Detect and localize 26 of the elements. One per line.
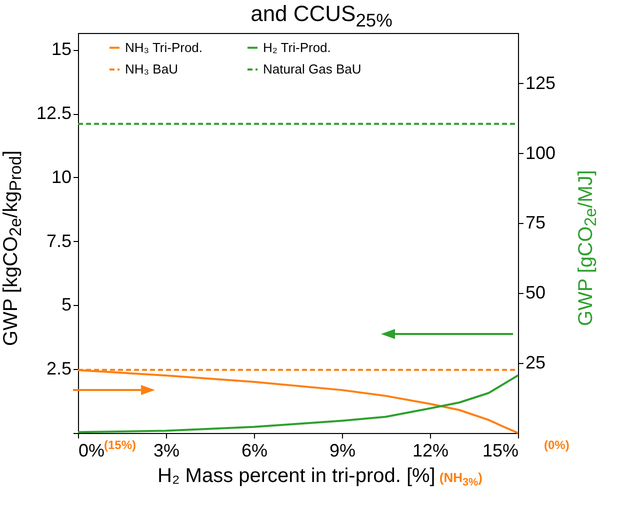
x-tick-label: 12% (412, 440, 449, 460)
text: (NH$_{3%}$) (439, 470, 482, 489)
x-tick-label: 9% (329, 440, 356, 460)
y-tick-label: 5 (61, 294, 72, 315)
legend-label: NH₃ Tri-Prod. (125, 40, 203, 55)
annotation: (15%) (104, 438, 136, 452)
y-tick-label: 15 (51, 39, 72, 60)
y2-tick-label: 125 (526, 72, 556, 93)
x-tick-label: 15% (482, 440, 518, 460)
y-tick-label: 2.5 (46, 358, 72, 379)
y-tick-label: 7.5 (46, 230, 72, 251)
y2-tick-label: 25 (526, 352, 546, 373)
y2-tick-label: 50 (526, 282, 546, 303)
y-tick-label: 12.5 (36, 103, 72, 124)
x-tick-label: 6% (241, 440, 268, 460)
annotation: (0%) (544, 438, 570, 452)
x-tick-label: 0% (78, 440, 105, 460)
y-tick-label: 10 (51, 166, 72, 187)
x-tick-label: 3% (153, 440, 180, 460)
y2-tick-label: 100 (526, 142, 556, 163)
legend-label: H₂ Tri-Prod. (263, 40, 331, 55)
chart-title: and CCUS$_{25%}$ (250, 0, 394, 30)
legend-label: Natural Gas BaU (263, 62, 362, 76)
y2-tick-label: 75 (526, 212, 546, 233)
x-axis-title: H₂ Mass percent in tri-prod. [%] (158, 465, 436, 487)
legend-label: NH₃ BaU (125, 62, 178, 76)
